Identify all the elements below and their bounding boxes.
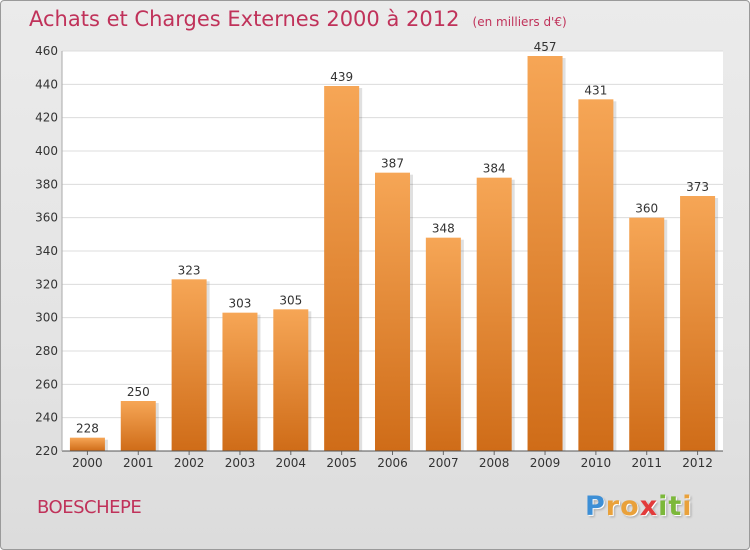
bar xyxy=(273,309,309,451)
x-tick-label: 2003 xyxy=(225,456,256,470)
bar-value-label: 431 xyxy=(584,83,607,97)
x-tick-label: 2011 xyxy=(631,456,662,470)
bar xyxy=(120,401,156,451)
y-tick-label: 280 xyxy=(35,344,58,358)
chart-title: Achats et Charges Externes 2000 à 2012 (… xyxy=(29,7,567,31)
chart-title-text: Achats et Charges Externes 2000 à 2012 xyxy=(29,7,460,31)
y-tick-label: 260 xyxy=(35,377,58,391)
x-tick-label: 2008 xyxy=(479,456,510,470)
y-tick-label: 220 xyxy=(35,444,58,458)
logo-letter: t xyxy=(668,491,683,522)
bar-value-label: 228 xyxy=(76,422,99,436)
bar xyxy=(578,99,614,451)
bar-value-label: 384 xyxy=(483,162,506,176)
bar xyxy=(324,86,360,451)
y-tick-label: 320 xyxy=(35,277,58,291)
y-tick-label: 360 xyxy=(35,211,58,225)
logo-letter: x xyxy=(639,491,659,522)
bar-value-label: 387 xyxy=(381,157,404,171)
bar-value-label: 457 xyxy=(534,40,557,54)
bar-value-label: 348 xyxy=(432,222,455,236)
y-tick-label: 380 xyxy=(35,177,58,191)
logo-letter: o xyxy=(620,491,640,522)
x-tick-label: 2001 xyxy=(123,456,154,470)
y-tick-label: 420 xyxy=(35,111,58,125)
x-tick-label: 2012 xyxy=(682,456,713,470)
y-tick-label: 460 xyxy=(35,44,58,58)
bar-value-label: 323 xyxy=(178,263,201,277)
bar-value-label: 373 xyxy=(686,180,709,194)
commune-name: BOESCHEPE xyxy=(37,497,142,518)
logo-letter: r xyxy=(605,491,621,522)
bar xyxy=(629,217,665,451)
x-tick-label: 2007 xyxy=(428,456,459,470)
bar-value-label: 303 xyxy=(229,297,252,311)
bar-value-label: 250 xyxy=(127,385,150,399)
x-tick-label: 2004 xyxy=(276,456,307,470)
x-tick-label: 2002 xyxy=(174,456,205,470)
y-tick-label: 240 xyxy=(35,411,58,425)
bar xyxy=(527,56,563,451)
x-tick-label: 2000 xyxy=(72,456,103,470)
bar xyxy=(375,172,410,451)
bar-value-label: 305 xyxy=(279,293,302,307)
logo-letter: i xyxy=(658,491,669,522)
bar-value-label: 360 xyxy=(635,202,658,216)
chart-unit-note: (en milliers d'€) xyxy=(472,15,567,29)
x-tick-label: 2005 xyxy=(326,456,357,470)
y-tick-label: 440 xyxy=(35,77,58,91)
bar xyxy=(425,237,461,451)
y-tick-label: 400 xyxy=(35,144,58,158)
bar xyxy=(171,279,207,451)
bar xyxy=(222,312,258,451)
y-tick-label: 300 xyxy=(35,311,58,325)
bar xyxy=(680,196,716,451)
x-tick-label: 2006 xyxy=(377,456,408,470)
bar xyxy=(476,177,512,451)
x-tick-label: 2009 xyxy=(530,456,561,470)
bar-value-label: 439 xyxy=(330,70,353,84)
proxiti-logo: Proxiti xyxy=(585,491,693,522)
x-tick-label: 2010 xyxy=(581,456,612,470)
y-tick-label: 340 xyxy=(35,244,58,258)
logo-letter: i xyxy=(682,491,693,522)
logo-letter: P xyxy=(585,491,606,522)
bar xyxy=(69,437,105,451)
